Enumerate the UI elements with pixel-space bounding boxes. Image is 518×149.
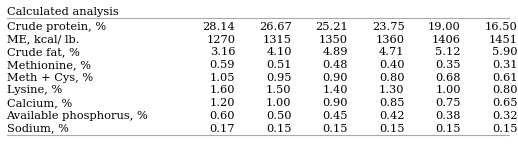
Text: 5.90: 5.90 — [492, 47, 517, 57]
Text: 1.05: 1.05 — [210, 73, 235, 83]
Text: Available phosphorus, %: Available phosphorus, % — [7, 111, 148, 121]
Text: 0.48: 0.48 — [323, 60, 348, 70]
Text: 1350: 1350 — [319, 35, 348, 45]
Text: 1.00: 1.00 — [266, 98, 292, 108]
Text: 0.80: 0.80 — [379, 73, 405, 83]
Text: Sodium, %: Sodium, % — [7, 124, 68, 134]
Text: 0.45: 0.45 — [323, 111, 348, 121]
Text: 0.50: 0.50 — [266, 111, 292, 121]
Text: 0.51: 0.51 — [266, 60, 292, 70]
Text: 1406: 1406 — [432, 35, 461, 45]
Text: 3.16: 3.16 — [210, 47, 235, 57]
Text: 1.60: 1.60 — [210, 86, 235, 96]
Text: 0.35: 0.35 — [435, 60, 461, 70]
Text: Calculated analysis: Calculated analysis — [7, 7, 118, 17]
Text: 0.59: 0.59 — [210, 60, 235, 70]
Text: 1360: 1360 — [376, 35, 405, 45]
Text: 0.15: 0.15 — [323, 124, 348, 134]
Text: 0.17: 0.17 — [210, 124, 235, 134]
Text: 0.42: 0.42 — [379, 111, 405, 121]
Text: 1315: 1315 — [263, 35, 292, 45]
Text: 0.85: 0.85 — [379, 98, 405, 108]
Text: 0.15: 0.15 — [492, 124, 517, 134]
Text: ME, kcal/ lb.: ME, kcal/ lb. — [7, 35, 79, 45]
Text: 1.50: 1.50 — [266, 86, 292, 96]
Text: 0.31: 0.31 — [492, 60, 517, 70]
Text: 23.75: 23.75 — [372, 22, 405, 32]
Text: 1.40: 1.40 — [323, 86, 348, 96]
Text: 0.32: 0.32 — [492, 111, 517, 121]
Text: 0.61: 0.61 — [492, 73, 517, 83]
Text: 16.50: 16.50 — [484, 22, 517, 32]
Text: 1270: 1270 — [206, 35, 235, 45]
Text: 0.68: 0.68 — [435, 73, 461, 83]
Text: 4.10: 4.10 — [266, 47, 292, 57]
Text: Calcium, %: Calcium, % — [7, 98, 72, 108]
Text: 4.71: 4.71 — [379, 47, 405, 57]
Text: 19.00: 19.00 — [428, 22, 461, 32]
Text: 0.60: 0.60 — [210, 111, 235, 121]
Text: 0.90: 0.90 — [323, 73, 348, 83]
Text: 5.12: 5.12 — [435, 47, 461, 57]
Text: 1.20: 1.20 — [210, 98, 235, 108]
Text: Crude fat, %: Crude fat, % — [7, 47, 79, 57]
Text: 26.67: 26.67 — [259, 22, 292, 32]
Text: 28.14: 28.14 — [203, 22, 235, 32]
Text: Meth + Cys, %: Meth + Cys, % — [7, 73, 93, 83]
Text: 0.90: 0.90 — [323, 98, 348, 108]
Text: Methionine, %: Methionine, % — [7, 60, 91, 70]
Text: 0.95: 0.95 — [266, 73, 292, 83]
Text: 0.80: 0.80 — [492, 86, 517, 96]
Text: 1451: 1451 — [488, 35, 517, 45]
Text: 0.15: 0.15 — [266, 124, 292, 134]
Text: 0.75: 0.75 — [435, 98, 461, 108]
Text: 4.89: 4.89 — [323, 47, 348, 57]
Text: 0.40: 0.40 — [379, 60, 405, 70]
Text: Crude protein, %: Crude protein, % — [7, 22, 106, 32]
Text: 0.65: 0.65 — [492, 98, 517, 108]
Text: 25.21: 25.21 — [315, 22, 348, 32]
Text: 0.15: 0.15 — [379, 124, 405, 134]
Text: 0.15: 0.15 — [435, 124, 461, 134]
Text: 0.38: 0.38 — [435, 111, 461, 121]
Text: Lysine, %: Lysine, % — [7, 86, 62, 96]
Text: 1.30: 1.30 — [379, 86, 405, 96]
Text: 1.00: 1.00 — [435, 86, 461, 96]
